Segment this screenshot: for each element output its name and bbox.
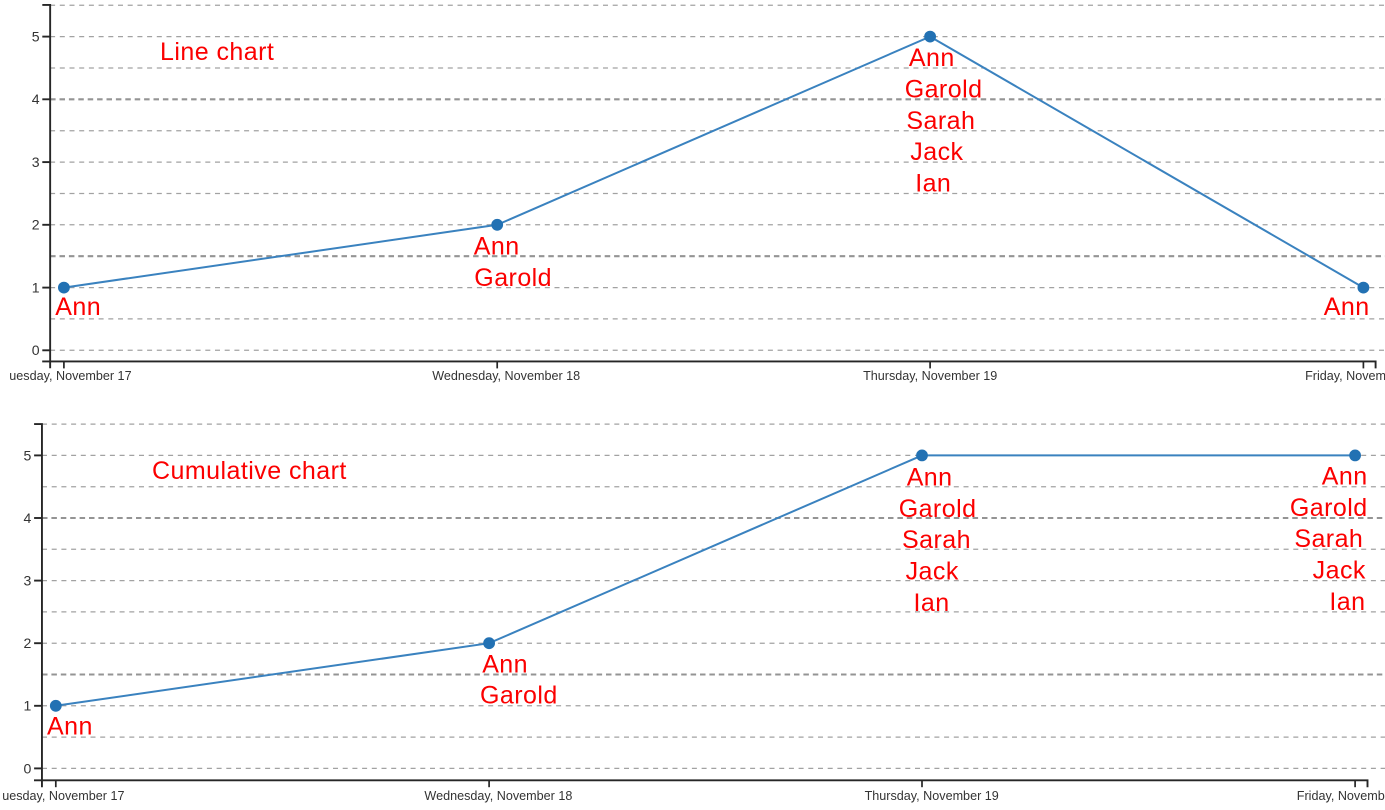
svg-text:5: 5 — [32, 29, 40, 45]
svg-text:Ann: Ann — [907, 463, 953, 491]
svg-text:Ann: Ann — [909, 44, 955, 72]
svg-text:1: 1 — [24, 698, 32, 714]
svg-text:Sarah: Sarah — [906, 107, 975, 135]
svg-text:2: 2 — [24, 635, 32, 651]
svg-text:Ann: Ann — [47, 713, 93, 741]
svg-text:2: 2 — [32, 217, 40, 233]
svg-text:3: 3 — [32, 154, 40, 170]
svg-text:1: 1 — [32, 280, 40, 296]
svg-text:0: 0 — [32, 342, 40, 358]
svg-text:Thursday, November 19: Thursday, November 19 — [863, 369, 997, 383]
svg-text:Garold: Garold — [1290, 494, 1368, 522]
svg-text:Wednesday, November 18: Wednesday, November 18 — [424, 789, 572, 803]
svg-text:4: 4 — [24, 510, 32, 526]
svg-text:Ann: Ann — [1324, 293, 1370, 321]
svg-text:Ann: Ann — [1322, 462, 1368, 490]
svg-text:Ann: Ann — [482, 650, 528, 678]
svg-text:Ian: Ian — [1329, 588, 1365, 616]
svg-text:4: 4 — [32, 91, 40, 107]
svg-text:Friday, November 20: Friday, November 20 — [1297, 789, 1385, 803]
svg-text:5: 5 — [24, 447, 32, 463]
svg-text:Sarah: Sarah — [1294, 525, 1363, 553]
svg-text:Garold: Garold — [474, 264, 552, 292]
svg-text:Ann: Ann — [474, 232, 520, 260]
svg-text:Ann: Ann — [55, 293, 101, 321]
svg-text:Wednesday, November 18: Wednesday, November 18 — [432, 369, 580, 383]
svg-text:Jack: Jack — [906, 558, 959, 586]
svg-text:Cumulative chart: Cumulative chart — [152, 457, 347, 485]
svg-text:Jack: Jack — [1313, 557, 1366, 585]
svg-text:Friday, November 20: Friday, November 20 — [1305, 369, 1385, 383]
svg-text:Thursday, November 19: Thursday, November 19 — [865, 789, 999, 803]
svg-text:Garold: Garold — [899, 495, 977, 523]
svg-text:Ian: Ian — [915, 170, 951, 198]
svg-text:3: 3 — [24, 573, 32, 589]
svg-text:Sarah: Sarah — [902, 526, 971, 554]
svg-text:Garold: Garold — [905, 75, 983, 103]
svg-text:uesday, November 17: uesday, November 17 — [2, 789, 124, 803]
svg-text:Ian: Ian — [914, 589, 950, 617]
svg-text:0: 0 — [24, 760, 32, 776]
svg-text:Garold: Garold — [480, 682, 558, 710]
svg-text:Jack: Jack — [910, 138, 963, 166]
svg-text:uesday, November 17: uesday, November 17 — [9, 369, 131, 383]
svg-text:Line chart: Line chart — [160, 38, 274, 66]
